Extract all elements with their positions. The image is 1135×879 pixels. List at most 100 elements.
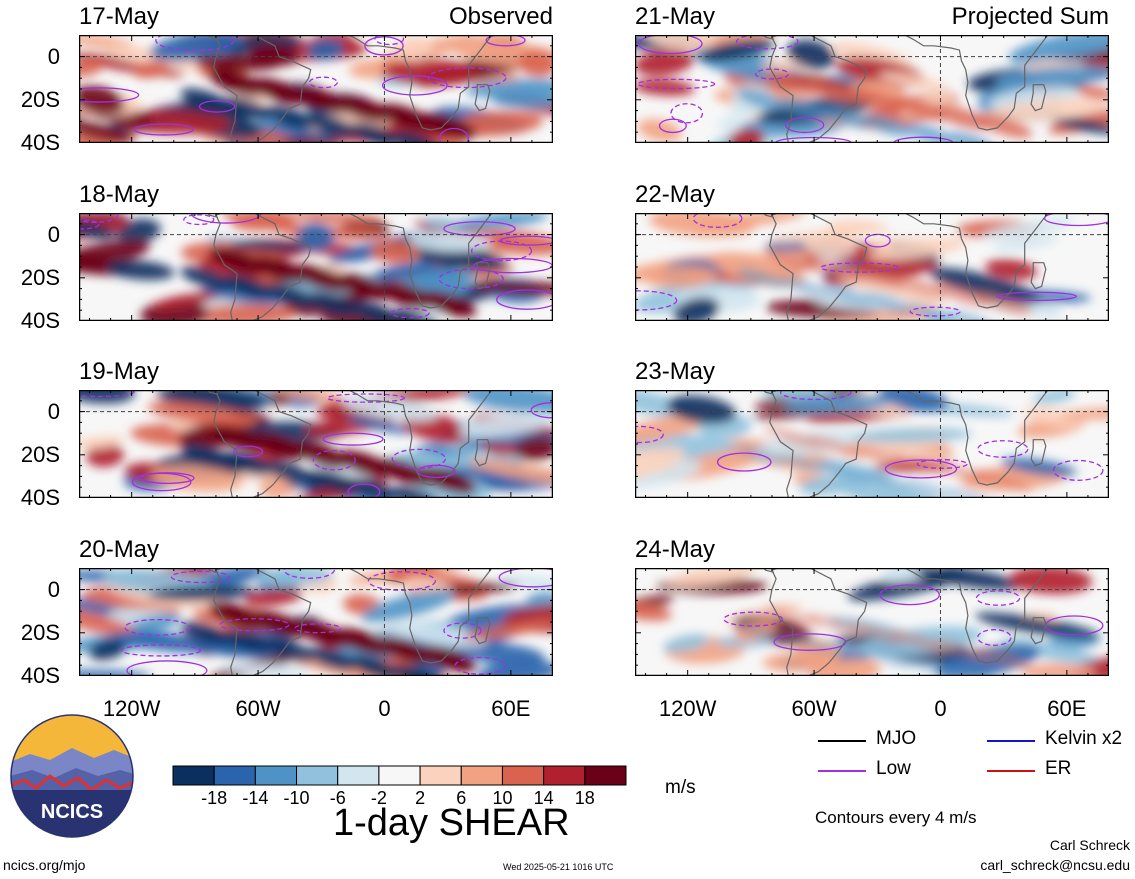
coastline-madagascar bbox=[1030, 439, 1047, 467]
x-tick-label: 60W bbox=[235, 696, 281, 721]
shear-field bbox=[79, 213, 553, 321]
legend-line-kelvin-x2 bbox=[987, 740, 1035, 742]
x-tick-label: 60E bbox=[491, 696, 531, 721]
y-tick-label: 0 bbox=[47, 221, 60, 247]
panel-date-label: 21-May bbox=[635, 3, 716, 30]
legend-line-er bbox=[987, 770, 1035, 772]
coastline-south-america bbox=[213, 568, 312, 676]
colorbar-tick-label: 10 bbox=[492, 788, 513, 808]
coastline-africa bbox=[348, 390, 493, 486]
colorbar bbox=[172, 765, 627, 786]
coastline-africa bbox=[348, 213, 493, 309]
coastline-central-america bbox=[135, 568, 219, 573]
coastline-africa bbox=[904, 390, 1049, 486]
coastline-africa bbox=[348, 568, 493, 664]
panel-date-label: 18-May bbox=[79, 181, 160, 208]
shear-field bbox=[79, 568, 553, 676]
coastline-madagascar bbox=[1030, 84, 1047, 112]
coastline-africa bbox=[904, 213, 1049, 309]
colorbar-swatch bbox=[584, 765, 627, 786]
colorbar-swatch bbox=[378, 765, 421, 786]
logo-text: NCICS bbox=[41, 801, 103, 823]
legend-line-low bbox=[818, 770, 866, 772]
colorbar-tick-label: 6 bbox=[456, 788, 467, 808]
site-link[interactable]: ncics.org/mjo bbox=[3, 857, 86, 873]
x-tick-label: 60W bbox=[791, 696, 837, 721]
shear-field bbox=[635, 213, 1109, 321]
x-tick-label: 120W bbox=[658, 696, 717, 721]
colorbar-swatch bbox=[296, 765, 339, 786]
colorbar-swatch bbox=[460, 765, 503, 786]
ncics-logo[interactable]: NCICS bbox=[10, 714, 134, 838]
coastline-south-america bbox=[213, 35, 312, 143]
y-tick-label: 20S bbox=[20, 86, 60, 112]
map-panel-18-May bbox=[79, 213, 553, 321]
colorbar-tick-label: -6 bbox=[329, 788, 346, 808]
shear-field bbox=[79, 390, 553, 498]
panel-date-label: 23-May bbox=[635, 358, 716, 385]
legend-line-mjo bbox=[818, 740, 866, 742]
colorbar-tick-label: -18 bbox=[201, 788, 228, 808]
coastline-central-america bbox=[691, 568, 775, 573]
legend-label: Kelvin x2 bbox=[1045, 728, 1123, 749]
coastline-madagascar bbox=[474, 617, 491, 645]
y-tick-label: 20S bbox=[20, 264, 60, 290]
colorbar-swatch bbox=[501, 765, 545, 786]
coastline-madagascar bbox=[1030, 262, 1047, 290]
coastline-south-america bbox=[213, 390, 312, 498]
author-email[interactable]: carl_schreck@ncsu.edu bbox=[980, 857, 1130, 873]
x-tick-label: 60E bbox=[1047, 696, 1087, 721]
coastline-africa bbox=[904, 35, 1049, 131]
legend-label: Low bbox=[876, 758, 911, 779]
y-tick-label: 40S bbox=[20, 485, 60, 510]
coastline-central-america bbox=[691, 213, 775, 218]
y-tick-label: 0 bbox=[47, 398, 60, 424]
y-tick-label: 40S bbox=[20, 130, 60, 155]
colorbar-swatch bbox=[254, 765, 298, 786]
units-label: m/s bbox=[665, 777, 696, 798]
panel-date-label: 17-May bbox=[79, 3, 160, 30]
panel-date-label: 19-May bbox=[79, 358, 160, 385]
author-name: Carl Schreck bbox=[1049, 837, 1130, 853]
x-tick-label: 0 bbox=[378, 696, 391, 721]
timestamp: Wed 2025-05-21 1016 UTC bbox=[503, 862, 614, 872]
map-panel-19-May bbox=[79, 390, 553, 498]
coastline-central-america bbox=[135, 390, 219, 395]
colorbar-tick-label: -14 bbox=[242, 788, 269, 808]
panel-date-label: 20-May bbox=[79, 536, 160, 563]
coastline-africa bbox=[904, 568, 1049, 664]
x-tick-label: 0 bbox=[934, 696, 947, 721]
shear-field bbox=[635, 390, 1109, 498]
shear-field bbox=[635, 35, 1109, 143]
coastline-madagascar bbox=[474, 84, 491, 112]
y-tick-label: 0 bbox=[47, 43, 60, 69]
coastline-central-america bbox=[135, 213, 219, 218]
colorbar-swatch bbox=[419, 765, 462, 786]
x-tick-label: 120W bbox=[102, 696, 161, 721]
colorbar-tick-label: 2 bbox=[415, 788, 426, 808]
map-panel-21-May bbox=[635, 35, 1109, 143]
y-tick-label: 20S bbox=[20, 619, 60, 645]
coastline-south-america bbox=[769, 390, 868, 498]
panel-date-label: 24-May bbox=[635, 536, 716, 563]
map-panel-24-May bbox=[635, 568, 1109, 676]
shear-field bbox=[79, 35, 553, 143]
y-tick-label: 20S bbox=[20, 441, 60, 467]
y-tick-label: 0 bbox=[47, 576, 60, 602]
map-panel-20-May bbox=[79, 568, 553, 676]
map-panel-22-May bbox=[635, 213, 1109, 321]
column-title-projected: Projected Sum bbox=[951, 3, 1109, 30]
colorbar-swatch bbox=[543, 765, 586, 786]
colorbar-swatch bbox=[337, 765, 380, 786]
map-panel-23-May bbox=[635, 390, 1109, 498]
colorbar-tick-label: -2 bbox=[370, 788, 387, 808]
colorbar-tick-label: -10 bbox=[283, 788, 310, 808]
coastline-madagascar bbox=[474, 439, 491, 467]
panel-date-label: 22-May bbox=[635, 181, 716, 208]
coastline-south-america bbox=[769, 568, 868, 676]
contour-note: Contours every 4 m/s bbox=[815, 808, 977, 827]
legend-label: MJO bbox=[876, 728, 917, 749]
colorbar-tick-label: 18 bbox=[574, 788, 595, 808]
coastline-madagascar bbox=[474, 262, 491, 290]
